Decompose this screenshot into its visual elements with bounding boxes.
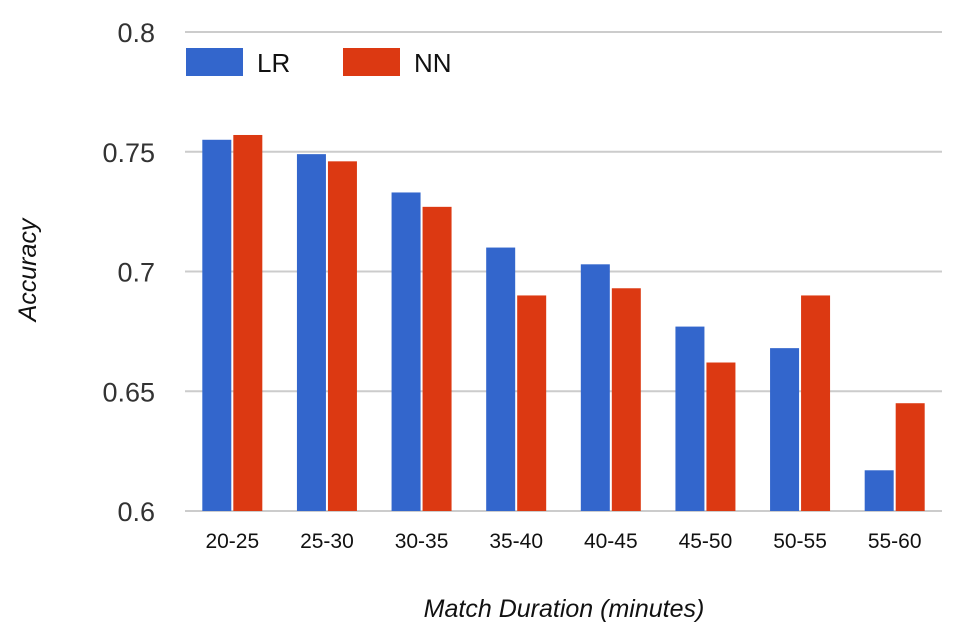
legend-label-lr: LR — [257, 48, 290, 78]
x-tick-label: 45-50 — [679, 530, 733, 553]
y-tick-label: 0.7 — [117, 258, 155, 288]
bar-nn-30-35 — [422, 206, 452, 511]
legend-swatch-nn — [343, 48, 400, 76]
bar-lr-30-35 — [391, 192, 421, 511]
bar-nn-40-45 — [611, 288, 641, 511]
bar-lr-25-30 — [296, 154, 326, 511]
bar-lr-35-40 — [486, 247, 516, 512]
x-tick-label: 50-55 — [773, 530, 827, 553]
x-axis-ticks: 20-25 25-30 30-35 35-40 40-45 45-50 50-55 55-60 — [205, 530, 921, 553]
bar-lr-20-25 — [202, 139, 232, 511]
bar-lr-45-50 — [675, 326, 705, 511]
y-tick-label: 0.65 — [102, 377, 155, 407]
bar-lr-40-45 — [580, 264, 610, 511]
x-axis-title: Match Duration (minutes) — [424, 595, 705, 623]
bar-nn-45-50 — [706, 362, 736, 511]
y-tick-label: 0.8 — [117, 18, 155, 48]
bar-nn-20-25 — [233, 134, 263, 512]
x-tick-label: 35-40 — [489, 530, 543, 553]
y-axis-title: Accuracy — [14, 217, 42, 323]
bar-lr-55-60 — [864, 470, 894, 511]
legend-swatch-lr — [186, 48, 243, 76]
bar-lr-50-55 — [770, 348, 800, 511]
y-axis-ticks: 0.6 0.65 0.7 0.75 0.8 — [102, 18, 155, 527]
bar-nn-55-60 — [895, 403, 925, 511]
bars — [202, 134, 925, 512]
x-tick-label: 55-60 — [868, 530, 922, 553]
x-tick-label: 30-35 — [395, 530, 449, 553]
legend-label-nn: NN — [414, 48, 452, 78]
bar-nn-35-40 — [517, 295, 547, 511]
bar-nn-50-55 — [801, 295, 831, 511]
x-tick-label: 40-45 — [584, 530, 638, 553]
x-tick-label: 25-30 — [300, 530, 354, 553]
x-tick-label: 20-25 — [205, 530, 259, 553]
y-tick-label: 0.6 — [117, 497, 155, 527]
bar-nn-25-30 — [327, 161, 357, 511]
legend: LR NN — [186, 48, 452, 78]
y-tick-label: 0.75 — [102, 138, 155, 168]
